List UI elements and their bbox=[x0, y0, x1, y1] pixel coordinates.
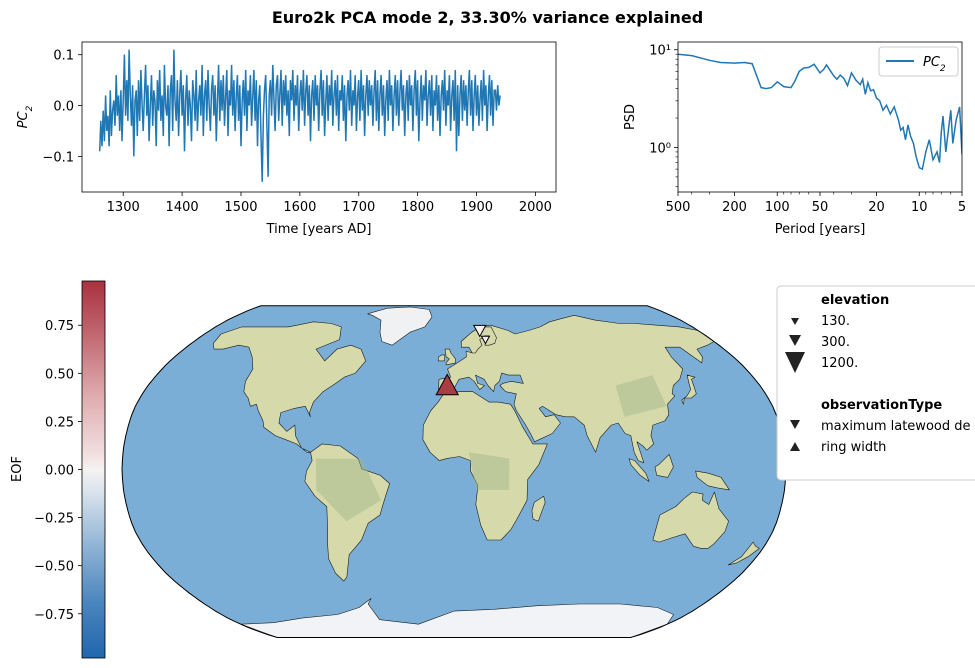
colorbar-tick-label: −0.25 bbox=[34, 512, 74, 527]
legend-down-triangle-icon bbox=[790, 420, 800, 429]
colorbar-tick-label: −0.75 bbox=[34, 608, 74, 623]
vegetation-shade bbox=[315, 458, 381, 522]
x-tick-label: 1900 bbox=[460, 200, 493, 215]
x-tick-label: 1300 bbox=[107, 200, 140, 215]
land-greenland bbox=[367, 306, 433, 346]
legend-elevation-title: elevation bbox=[821, 293, 889, 308]
land-new-guinea bbox=[695, 470, 730, 491]
colorbar: 0.75 0.50 0.25 0.00 −0.25 −0.50 −0.75 EOF bbox=[10, 280, 106, 659]
site-marker bbox=[480, 335, 491, 345]
y-tick-label: 0.0 bbox=[53, 100, 74, 115]
land-ireland bbox=[437, 354, 446, 362]
timeseries-y-ticks: −0.1 0.0 0.1 bbox=[42, 49, 82, 165]
world-map bbox=[121, 305, 787, 638]
spectrum-x-label: Period [years] bbox=[775, 222, 866, 237]
x-tick-label: 1600 bbox=[283, 200, 316, 215]
site-markers bbox=[435, 324, 491, 396]
y-tick-label: 10¹ bbox=[649, 44, 671, 59]
x-tick-label: 1800 bbox=[401, 200, 434, 215]
site-marker bbox=[435, 373, 460, 396]
spectrum-legend: PC2 bbox=[878, 46, 959, 77]
land-japan bbox=[681, 374, 697, 405]
map-border bbox=[121, 305, 787, 638]
land-indonesia-borneo bbox=[654, 454, 674, 478]
map-legend: elevation 130. 300. 1200. observationTyp… bbox=[776, 285, 975, 481]
site-marker bbox=[472, 324, 487, 338]
land-north-america bbox=[213, 321, 366, 453]
legend-observation-title: observationType bbox=[821, 398, 942, 413]
spectrum-x-ticks: 500 200 100 50 20 10 5 bbox=[666, 192, 966, 215]
vegetation-shade bbox=[615, 375, 667, 417]
x-tick-label: 50 bbox=[812, 200, 829, 215]
x-tick-label: 20 bbox=[868, 200, 885, 215]
x-tick-label: 2000 bbox=[519, 200, 552, 215]
colorbar-tick-label: 0.00 bbox=[45, 464, 74, 479]
land-australia bbox=[652, 491, 729, 549]
x-tick-label: 1700 bbox=[342, 200, 375, 215]
x-tick-label: 100 bbox=[765, 200, 790, 215]
colorbar-tick-label: 0.75 bbox=[45, 319, 74, 334]
legend-small-triangle-icon bbox=[791, 318, 799, 325]
legend-elevation-3: 1200. bbox=[821, 356, 858, 371]
land-britain bbox=[444, 348, 456, 366]
timeseries-x-ticks: 1300 1400 1500 1600 1700 1800 1900 2000 bbox=[107, 192, 552, 215]
x-tick-label: 10 bbox=[911, 200, 928, 215]
colorbar-ticks: 0.75 0.50 0.25 0.00 −0.25 −0.50 −0.75 bbox=[34, 319, 82, 623]
land-madagascar bbox=[531, 495, 546, 522]
land-indonesia-sumatra bbox=[628, 458, 650, 482]
x-tick-label: 500 bbox=[666, 200, 691, 215]
colorbar-gradient bbox=[81, 280, 106, 659]
legend-elevation-1: 130. bbox=[821, 314, 850, 329]
land-africa bbox=[422, 391, 548, 541]
colorbar-tick-label: 0.25 bbox=[45, 415, 74, 430]
y-tick-label: −0.1 bbox=[42, 150, 74, 165]
land-masses bbox=[213, 306, 760, 638]
colorbar-tick-label: 0.50 bbox=[45, 367, 74, 382]
x-tick-label: 5 bbox=[958, 200, 966, 215]
spectrum-legend-label: PC2 bbox=[923, 55, 946, 74]
legend-up-triangle-icon bbox=[790, 442, 800, 451]
figure-title: Euro2k PCA mode 2, 33.30% variance expla… bbox=[271, 8, 704, 27]
colorbar-label: EOF bbox=[10, 456, 25, 482]
ocean bbox=[122, 305, 786, 638]
timeseries-frame bbox=[81, 41, 557, 193]
legend-elevation-2: 300. bbox=[821, 335, 850, 350]
land-new-zealand bbox=[728, 541, 760, 566]
land-eurasia bbox=[438, 315, 715, 463]
spectrum-frame bbox=[677, 41, 963, 193]
spectrum-y-label: PSD bbox=[623, 104, 638, 130]
land-antarctica bbox=[240, 598, 674, 638]
y-tick-label: 0.1 bbox=[53, 49, 74, 64]
vegetation-shade bbox=[468, 452, 510, 490]
y-tick-label: 10⁰ bbox=[649, 141, 671, 156]
timeseries-line bbox=[98, 49, 501, 182]
legend-observation-2: ring width bbox=[821, 440, 886, 455]
legend-observation-1: maximum latewood de bbox=[821, 419, 970, 434]
timeseries-y-label: PC2 bbox=[16, 105, 35, 128]
x-tick-label: 1400 bbox=[166, 200, 199, 215]
x-tick-label: 200 bbox=[722, 200, 747, 215]
timeseries-x-label: Time [years AD] bbox=[266, 222, 372, 237]
spectrum-y-ticks: 10⁰ 10¹ bbox=[649, 44, 678, 187]
legend-large-triangle-icon bbox=[785, 352, 805, 373]
timeseries-panel: 1300 1400 1500 1600 1700 1800 1900 2000 −0.1 0.0… bbox=[16, 41, 557, 237]
land-south-america bbox=[304, 443, 390, 582]
spectrum-line bbox=[678, 53, 962, 171]
legend-medium-triangle-icon bbox=[789, 335, 801, 346]
spectrum-panel: 500 200 100 50 20 10 5 10⁰ 10¹ Period [years] P… bbox=[623, 41, 966, 237]
colorbar-tick-label: −0.50 bbox=[34, 560, 74, 575]
x-tick-label: 1500 bbox=[224, 200, 257, 215]
